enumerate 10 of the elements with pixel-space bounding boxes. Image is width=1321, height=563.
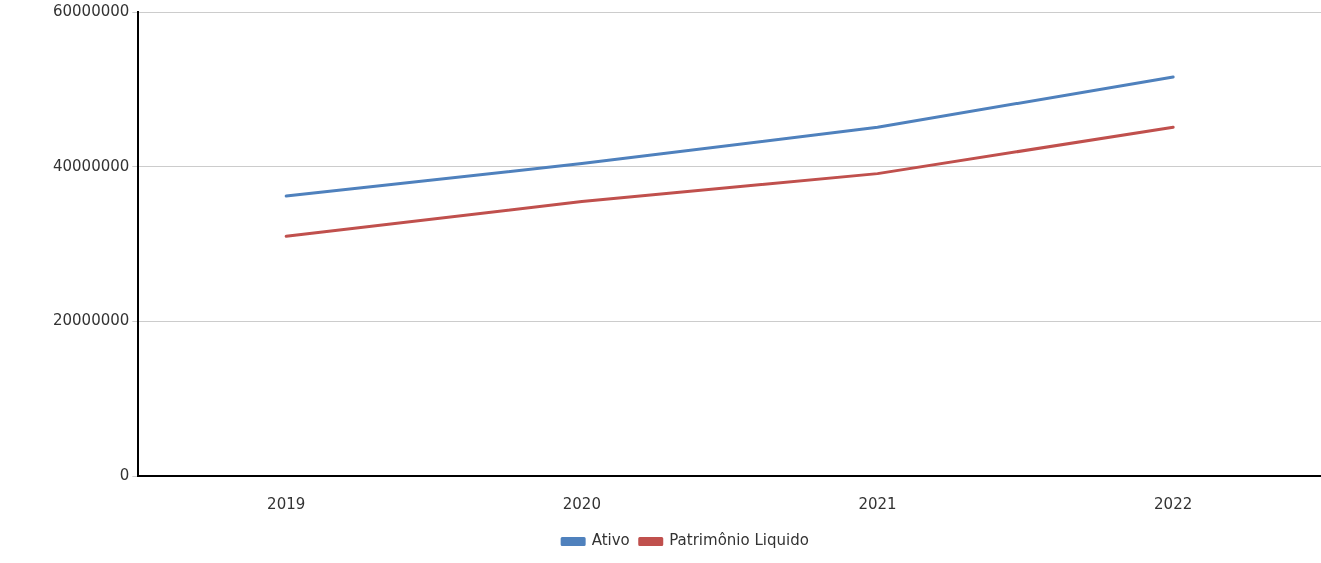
y-tick-label: 20000000 <box>52 311 130 330</box>
y-tick-label: 0 <box>119 465 130 484</box>
y-tick-label: 60000000 <box>52 1 130 20</box>
legend-label: Patrimônio Liquido <box>669 531 809 550</box>
y-tick-label: 40000000 <box>52 156 130 175</box>
legend-label: Ativo <box>591 531 630 550</box>
x-tick-label: 2020 <box>562 494 601 513</box>
x-tick-label: 2021 <box>858 494 897 513</box>
x-tick-label: 2022 <box>1154 494 1193 513</box>
x-tick-label: 2019 <box>267 494 306 513</box>
